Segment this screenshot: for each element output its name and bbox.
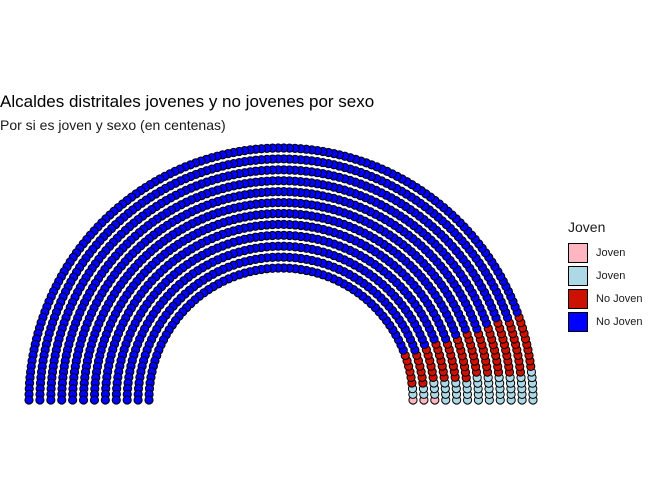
legend-key <box>568 242 588 263</box>
seat-point <box>133 395 143 405</box>
legend-label: No Joven <box>596 315 643 328</box>
seat-point <box>57 395 67 405</box>
chart-title: Alcaldes distritales jovenes y no jovene… <box>0 92 375 111</box>
seat-point <box>100 395 110 405</box>
chart-subtitle: Por si es joven y sexo (en centenas) <box>0 117 226 133</box>
legend-key <box>568 265 588 286</box>
legend-label: Joven <box>596 246 626 259</box>
legend-item: Joven <box>568 241 648 264</box>
legend-title: Joven <box>568 219 606 235</box>
legend-label: Joven <box>596 269 626 282</box>
legend-item: No Joven <box>568 287 648 310</box>
legend-key <box>568 311 588 332</box>
seat-point <box>78 395 89 405</box>
seat-point <box>111 395 121 405</box>
seat-point <box>24 395 34 405</box>
seat-point <box>122 395 132 405</box>
legend-item: Joven <box>568 264 648 287</box>
legend: Joven Joven Joven No Joven No Joven <box>568 219 648 333</box>
seat-point <box>68 395 78 405</box>
legend-key <box>568 288 588 309</box>
seat-point <box>46 395 56 405</box>
seat-point <box>35 395 45 405</box>
legend-label: No Joven <box>596 292 643 305</box>
legend-item: No Joven <box>568 310 648 333</box>
seat-point <box>144 395 154 405</box>
seat-point <box>89 395 100 405</box>
